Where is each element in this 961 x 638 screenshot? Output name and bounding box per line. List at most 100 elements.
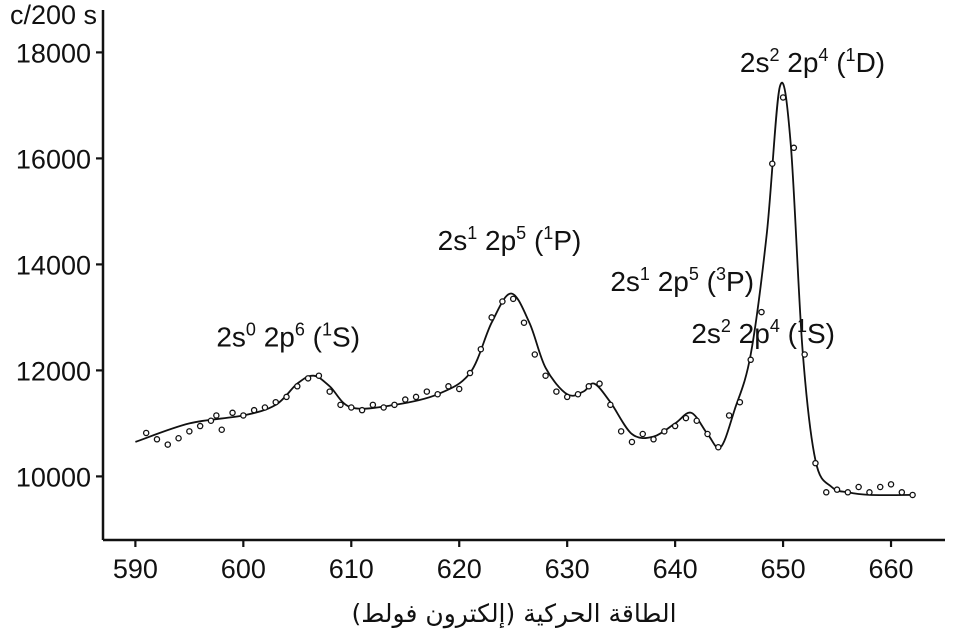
x-axis-label: الطاقة الحركية (إلكترون فولط) (351, 599, 676, 629)
data-point (855, 483, 862, 491)
data-point (196, 422, 204, 430)
data-point (747, 356, 754, 364)
data-point (779, 94, 787, 101)
data-point (682, 414, 690, 422)
data-point (186, 428, 193, 435)
data-point (337, 401, 344, 409)
data-point (876, 483, 884, 491)
data-point (358, 406, 366, 414)
data-point (315, 372, 323, 379)
data-point (153, 436, 161, 443)
data-point (348, 404, 355, 411)
data-point (812, 459, 819, 467)
data-point (142, 429, 150, 437)
data-point (434, 390, 441, 398)
data-point (736, 398, 744, 406)
data-point (866, 489, 873, 496)
data-point (412, 393, 420, 401)
data-point (369, 401, 377, 409)
y-tick-label: 12000 (16, 356, 91, 386)
data-point (520, 319, 528, 326)
peak-annotation: 2s2 2p4 (1D) (740, 45, 885, 78)
x-tick-label: 600 (221, 554, 266, 584)
data-point (639, 430, 646, 438)
peak-annotation: 2s2 2p4 (1S) (691, 316, 835, 349)
x-tick-label: 660 (868, 554, 913, 584)
data-point (509, 295, 517, 303)
x-tick-label: 610 (329, 554, 374, 584)
data-point (304, 375, 312, 382)
data-point (725, 412, 733, 419)
data-point (607, 401, 614, 409)
data-point (671, 422, 679, 430)
data-point (887, 481, 895, 488)
data-point (261, 404, 269, 411)
data-point (499, 298, 506, 305)
data-point (833, 486, 841, 493)
data-point (531, 351, 539, 358)
data-point (704, 430, 711, 438)
data-point (898, 489, 906, 496)
chart-axes (101, 10, 945, 542)
peak-annotation: 2s0 2p6 (1S) (216, 320, 360, 353)
data-point (213, 412, 220, 419)
data-point (488, 314, 495, 321)
y-tick-label: 10000 (16, 462, 91, 492)
data-point (175, 434, 182, 442)
data-point (445, 383, 452, 390)
y-tick-label: 18000 (16, 38, 91, 68)
data-point (628, 438, 636, 446)
data-point (423, 388, 431, 395)
data-point (250, 406, 258, 414)
data-point (477, 345, 485, 353)
data-point (617, 428, 625, 435)
data-point (758, 308, 765, 316)
data-point (563, 393, 571, 401)
data-point (272, 398, 279, 406)
data-point (650, 436, 657, 443)
data-point (283, 393, 290, 401)
data-point (218, 426, 225, 434)
data-point (585, 383, 593, 390)
peak-annotation: 2s1 2p5 (3P) (610, 264, 754, 297)
data-point (801, 351, 808, 358)
data-point (455, 385, 463, 393)
data-point (240, 412, 247, 419)
data-point (596, 380, 603, 387)
x-tick-label: 650 (761, 554, 806, 584)
data-points-series (142, 94, 916, 499)
data-point (229, 409, 236, 417)
data-point (790, 144, 798, 152)
data-point (769, 160, 776, 167)
data-point (693, 417, 700, 424)
data-point (164, 441, 172, 448)
data-point (553, 388, 560, 395)
data-point (294, 383, 301, 390)
data-point (661, 428, 668, 435)
fit-curve-line (135, 81, 913, 497)
data-point (542, 372, 549, 379)
data-point (391, 401, 398, 409)
data-point (823, 489, 830, 496)
y-axis-unit-label: c/200 s (10, 0, 97, 30)
data-point (402, 396, 409, 403)
y-tick-label: 14000 (16, 250, 91, 280)
data-point (207, 417, 215, 424)
data-point (844, 489, 852, 496)
fitted-curve-series (135, 81, 913, 497)
peak-annotation: 2s1 2p5 (1P) (438, 223, 582, 256)
data-point (909, 491, 916, 499)
data-point (574, 390, 582, 398)
data-point (715, 443, 722, 451)
x-tick-label: 630 (545, 554, 590, 584)
data-point (466, 369, 474, 377)
y-tick-label: 16000 (16, 144, 91, 174)
data-point (326, 388, 333, 395)
x-tick-label: 620 (437, 554, 482, 584)
x-axis-ticks: 590 600 610 620 630 640 650 660 (113, 540, 914, 584)
y-axis-ticks: 10000 12000 14000 16000 18000 (16, 38, 103, 492)
data-point (380, 404, 387, 411)
x-tick-label: 590 (113, 554, 158, 584)
x-tick-label: 640 (653, 554, 698, 584)
